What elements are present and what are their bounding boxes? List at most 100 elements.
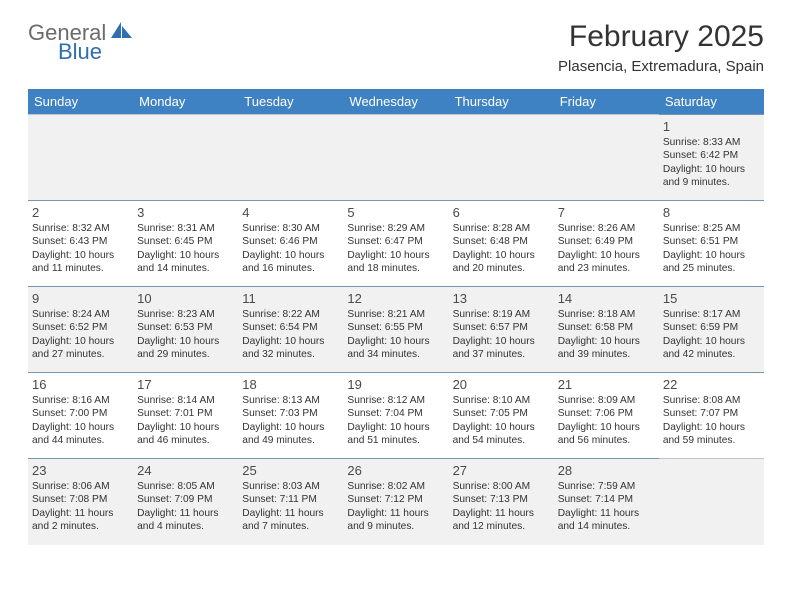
sunset-text: Sunset: 6:52 PM bbox=[32, 321, 129, 334]
header-wednesday: Wednesday bbox=[343, 89, 448, 115]
sunrise-text: Sunrise: 8:19 AM bbox=[453, 308, 550, 321]
daylight2-text: and 20 minutes. bbox=[453, 262, 550, 275]
day-cell: 24Sunrise: 8:05 AMSunset: 7:09 PMDayligh… bbox=[133, 459, 238, 545]
day-cell: 22Sunrise: 8:08 AMSunset: 7:07 PMDayligh… bbox=[659, 373, 764, 459]
day-cell: 21Sunrise: 8:09 AMSunset: 7:06 PMDayligh… bbox=[554, 373, 659, 459]
daylight2-text: and 42 minutes. bbox=[663, 348, 760, 361]
daylight1-text: Daylight: 11 hours bbox=[558, 507, 655, 520]
daylight2-text: and 59 minutes. bbox=[663, 434, 760, 447]
day-info: Sunrise: 8:29 AMSunset: 6:47 PMDaylight:… bbox=[347, 222, 444, 275]
day-info: Sunrise: 8:17 AMSunset: 6:59 PMDaylight:… bbox=[663, 308, 760, 361]
day-info: Sunrise: 8:19 AMSunset: 6:57 PMDaylight:… bbox=[453, 308, 550, 361]
daylight1-text: Daylight: 11 hours bbox=[347, 507, 444, 520]
day-info: Sunrise: 8:02 AMSunset: 7:12 PMDaylight:… bbox=[347, 480, 444, 533]
day-number: 10 bbox=[137, 291, 234, 306]
daylight1-text: Daylight: 11 hours bbox=[242, 507, 339, 520]
sunrise-text: Sunrise: 8:02 AM bbox=[347, 480, 444, 493]
day-info: Sunrise: 8:10 AMSunset: 7:05 PMDaylight:… bbox=[453, 394, 550, 447]
day-info: Sunrise: 8:31 AMSunset: 6:45 PMDaylight:… bbox=[137, 222, 234, 275]
day-cell: 20Sunrise: 8:10 AMSunset: 7:05 PMDayligh… bbox=[449, 373, 554, 459]
day-info: Sunrise: 8:06 AMSunset: 7:08 PMDaylight:… bbox=[32, 480, 129, 533]
day-number: 1 bbox=[663, 119, 760, 134]
sunrise-text: Sunrise: 8:08 AM bbox=[663, 394, 760, 407]
day-info: Sunrise: 8:30 AMSunset: 6:46 PMDaylight:… bbox=[242, 222, 339, 275]
daylight1-text: Daylight: 10 hours bbox=[32, 421, 129, 434]
sunset-text: Sunset: 7:11 PM bbox=[242, 493, 339, 506]
sunset-text: Sunset: 7:04 PM bbox=[347, 407, 444, 420]
header-sunday: Sunday bbox=[28, 89, 133, 115]
daylight1-text: Daylight: 10 hours bbox=[663, 421, 760, 434]
month-title: February 2025 bbox=[558, 20, 764, 54]
day-cell: 27Sunrise: 8:00 AMSunset: 7:13 PMDayligh… bbox=[449, 459, 554, 545]
daylight2-text: and 32 minutes. bbox=[242, 348, 339, 361]
sunrise-text: Sunrise: 8:16 AM bbox=[32, 394, 129, 407]
day-cell: 3Sunrise: 8:31 AMSunset: 6:45 PMDaylight… bbox=[133, 201, 238, 287]
day-number: 2 bbox=[32, 205, 129, 220]
sunrise-text: Sunrise: 7:59 AM bbox=[558, 480, 655, 493]
sunrise-text: Sunrise: 8:33 AM bbox=[663, 136, 760, 149]
daylight1-text: Daylight: 10 hours bbox=[242, 421, 339, 434]
day-cell: 23 Sunrise: 8:06 AMSunset: 7:08 PMDayligh… bbox=[28, 459, 133, 545]
daylight2-text: and 51 minutes. bbox=[347, 434, 444, 447]
day-info: Sunrise: 8:08 AMSunset: 7:07 PMDaylight:… bbox=[663, 394, 760, 447]
week-row: 1Sunrise: 8:33 AMSunset: 6:42 PMDaylight… bbox=[28, 115, 764, 201]
day-cell: 6Sunrise: 8:28 AMSunset: 6:48 PMDaylight… bbox=[449, 201, 554, 287]
calendar-body: 1Sunrise: 8:33 AMSunset: 6:42 PMDaylight… bbox=[28, 115, 764, 545]
calendar-table: Sunday Monday Tuesday Wednesday Thursday… bbox=[28, 89, 764, 545]
daylight1-text: Daylight: 10 hours bbox=[347, 335, 444, 348]
sunrise-text: Sunrise: 8:05 AM bbox=[137, 480, 234, 493]
day-info: Sunrise: 8:14 AMSunset: 7:01 PMDaylight:… bbox=[137, 394, 234, 447]
location: Plasencia, Extremadura, Spain bbox=[558, 58, 764, 75]
day-number: 14 bbox=[558, 291, 655, 306]
daylight1-text: Daylight: 11 hours bbox=[32, 507, 129, 520]
sunrise-text: Sunrise: 8:03 AM bbox=[242, 480, 339, 493]
sunrise-text: Sunrise: 8:10 AM bbox=[453, 394, 550, 407]
daylight1-text: Daylight: 10 hours bbox=[242, 249, 339, 262]
sunset-text: Sunset: 6:43 PM bbox=[32, 235, 129, 248]
sunset-text: Sunset: 6:58 PM bbox=[558, 321, 655, 334]
daylight1-text: Daylight: 10 hours bbox=[453, 335, 550, 348]
day-cell: 1Sunrise: 8:33 AMSunset: 6:42 PMDaylight… bbox=[659, 115, 764, 201]
day-number: 23 bbox=[32, 463, 129, 478]
header-friday: Friday bbox=[554, 89, 659, 115]
daylight2-text: and 7 minutes. bbox=[242, 520, 339, 533]
week-row: 23 Sunrise: 8:06 AMSunset: 7:08 PMDayligh… bbox=[28, 459, 764, 545]
daylight2-text: and 9 minutes. bbox=[347, 520, 444, 533]
day-cell: 2Sunrise: 8:32 AMSunset: 6:43 PMDaylight… bbox=[28, 201, 133, 287]
sunset-text: Sunset: 7:09 PM bbox=[137, 493, 234, 506]
daylight2-text: and 14 minutes. bbox=[558, 520, 655, 533]
sunrise-text: Sunrise: 8:14 AM bbox=[137, 394, 234, 407]
sunrise-text: Sunrise: 8:00 AM bbox=[453, 480, 550, 493]
day-cell: 14Sunrise: 8:18 AMSunset: 6:58 PMDayligh… bbox=[554, 287, 659, 373]
header-monday: Monday bbox=[133, 89, 238, 115]
sunset-text: Sunset: 7:12 PM bbox=[347, 493, 444, 506]
day-number: 27 bbox=[453, 463, 550, 478]
sunrise-text: Sunrise: 8:31 AM bbox=[137, 222, 234, 235]
day-number: 9 bbox=[32, 291, 129, 306]
sunset-text: Sunset: 7:05 PM bbox=[453, 407, 550, 420]
sunset-text: Sunset: 7:03 PM bbox=[242, 407, 339, 420]
daylight1-text: Daylight: 10 hours bbox=[663, 163, 760, 176]
sunset-text: Sunset: 7:01 PM bbox=[137, 407, 234, 420]
sunrise-text: Sunrise: 8:28 AM bbox=[453, 222, 550, 235]
day-info: Sunrise: 8:28 AMSunset: 6:48 PMDaylight:… bbox=[453, 222, 550, 275]
sunset-text: Sunset: 6:59 PM bbox=[663, 321, 760, 334]
day-number: 15 bbox=[663, 291, 760, 306]
title-block: February 2025 Plasencia, Extremadura, Sp… bbox=[558, 20, 764, 75]
sunrise-text: Sunrise: 8:18 AM bbox=[558, 308, 655, 321]
sunset-text: Sunset: 7:00 PM bbox=[32, 407, 129, 420]
daylight1-text: Daylight: 10 hours bbox=[347, 421, 444, 434]
day-cell: 28Sunrise: 7:59 AMSunset: 7:14 PMDayligh… bbox=[554, 459, 659, 545]
day-number: 26 bbox=[347, 463, 444, 478]
day-info: Sunrise: 8:21 AMSunset: 6:55 PMDaylight:… bbox=[347, 308, 444, 361]
day-cell: 9Sunrise: 8:24 AMSunset: 6:52 PMDaylight… bbox=[28, 287, 133, 373]
daylight2-text: and 27 minutes. bbox=[32, 348, 129, 361]
sunset-text: Sunset: 6:57 PM bbox=[453, 321, 550, 334]
sunrise-text: Sunrise: 8:30 AM bbox=[242, 222, 339, 235]
day-number: 24 bbox=[137, 463, 234, 478]
daylight2-text: and 18 minutes. bbox=[347, 262, 444, 275]
sunset-text: Sunset: 6:51 PM bbox=[663, 235, 760, 248]
daylight2-text: and 4 minutes. bbox=[137, 520, 234, 533]
header-thursday: Thursday bbox=[449, 89, 554, 115]
daylight2-text: and 16 minutes. bbox=[242, 262, 339, 275]
